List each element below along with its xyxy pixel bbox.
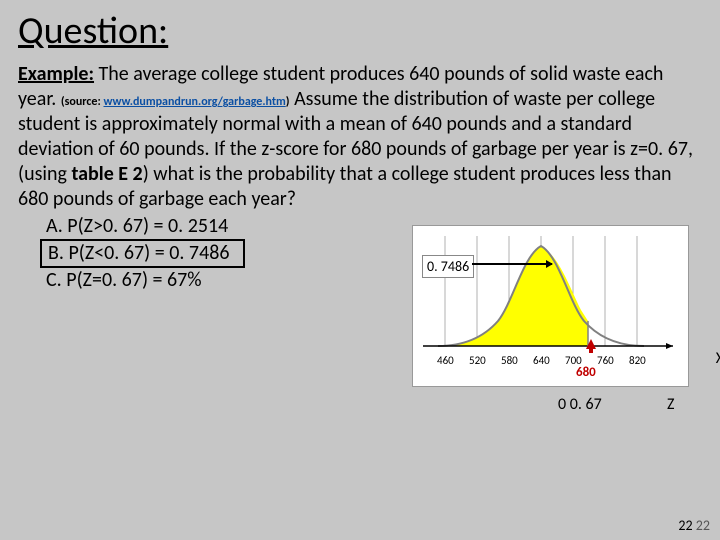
page-title: Question: — [0, 0, 720, 54]
chart-svg — [413, 226, 688, 386]
z-axis-label: Z — [667, 395, 675, 414]
example-label: Example: — [18, 62, 94, 86]
normal-curve-chart: 460 520 580 640 700 760 820 0. 7486 X 68… — [412, 225, 712, 415]
source-link[interactable]: www.dumpandrun.org/garbage.htm — [103, 95, 285, 109]
page-footer: 22 22 — [678, 517, 710, 534]
z-values: 0 0. 67 — [558, 395, 602, 414]
chart-plot: 460 520 580 640 700 760 820 — [412, 225, 689, 387]
red-arrow-icon — [585, 339, 597, 358]
source-citation: (source: www.dumpandrun.org/garbage.htm) — [61, 95, 290, 109]
probability-label: 0. 7486 — [422, 255, 474, 278]
x-axis-label: X — [716, 349, 720, 368]
red-tick-label: 680 — [576, 365, 596, 380]
option-b-correct: B. P(Z<0. 67) = 0. 7486 — [40, 239, 245, 268]
table-ref: table E 2 — [71, 162, 142, 186]
leader-arrow-icon — [472, 263, 552, 265]
